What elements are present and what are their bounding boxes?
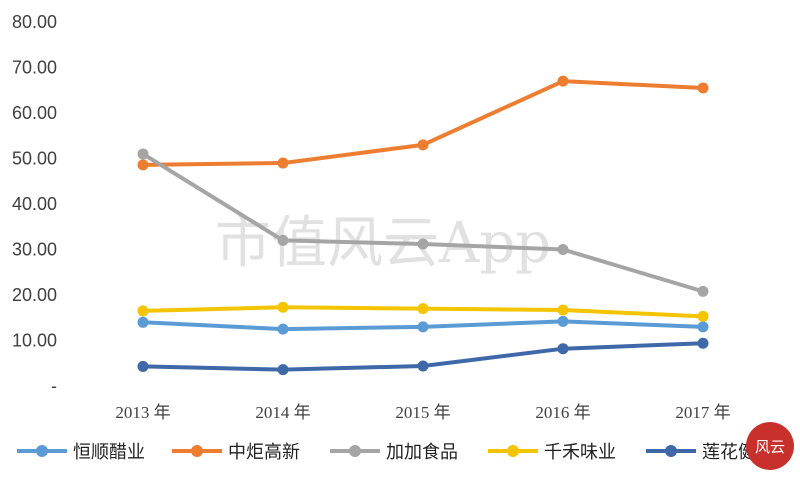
data-point bbox=[277, 323, 289, 335]
data-point bbox=[277, 364, 289, 376]
series-group bbox=[137, 148, 709, 297]
y-tick-label: 20.00 bbox=[12, 285, 57, 305]
data-point bbox=[557, 315, 569, 327]
series-line bbox=[141, 79, 705, 167]
legend-item: 加加食品 bbox=[330, 442, 458, 463]
x-tick-label: 2016 年 bbox=[535, 403, 590, 422]
series-group bbox=[137, 301, 709, 322]
legend-item: 中炬高新 bbox=[172, 442, 300, 463]
legend-item: 千禾味业 bbox=[488, 442, 616, 463]
legend-marker bbox=[665, 445, 677, 457]
x-axis: 2013 年 2014 年 2015 年 2016 年 2017 年 bbox=[115, 403, 730, 422]
y-tick-label: 50.00 bbox=[12, 149, 57, 169]
data-point bbox=[137, 148, 149, 160]
legend-label: 中炬高新 bbox=[228, 442, 300, 463]
y-tick-label: 70.00 bbox=[12, 58, 57, 78]
data-point bbox=[417, 238, 429, 250]
logo-badge bbox=[746, 422, 794, 470]
brand-logo: 风云 bbox=[746, 422, 794, 470]
legend-marker bbox=[36, 445, 48, 457]
data-point bbox=[277, 157, 289, 169]
y-tick-label: 80.00 bbox=[12, 12, 57, 32]
legend-label: 恒顺醋业 bbox=[73, 442, 145, 463]
series-group bbox=[137, 315, 709, 335]
data-point bbox=[417, 139, 429, 151]
data-point bbox=[417, 321, 429, 333]
data-point bbox=[137, 305, 149, 317]
legend-label: 千禾味业 bbox=[544, 442, 616, 463]
data-point bbox=[137, 159, 149, 171]
series-group bbox=[137, 75, 709, 171]
legend-item: 恒顺醋业 bbox=[17, 442, 145, 463]
legend-marker bbox=[507, 445, 519, 457]
x-tick-label: 2013 年 bbox=[115, 403, 170, 422]
data-point bbox=[697, 285, 709, 297]
data-point bbox=[137, 360, 149, 372]
data-point bbox=[417, 303, 429, 315]
data-point bbox=[417, 360, 429, 372]
data-point bbox=[557, 75, 569, 87]
y-tick-label: 10.00 bbox=[12, 331, 57, 351]
legend-label: 莲花健 bbox=[702, 442, 756, 463]
data-point bbox=[277, 234, 289, 246]
data-point bbox=[557, 343, 569, 355]
logo-text: 风云 bbox=[755, 438, 785, 456]
legend-label: 加加食品 bbox=[386, 442, 458, 463]
legend-marker bbox=[349, 445, 361, 457]
series-group bbox=[137, 337, 709, 376]
legend-marker bbox=[191, 445, 203, 457]
data-point bbox=[697, 82, 709, 94]
data-point bbox=[137, 316, 149, 328]
y-axis: - 10.00 20.00 30.00 40.00 50.00 60.00 70.00 80.0… bbox=[12, 12, 57, 396]
series-lines bbox=[137, 75, 709, 376]
legend: 恒顺醋业 中炬高新 加加食品 千禾味业 莲花健 bbox=[17, 442, 756, 463]
legend-item: 莲花健 bbox=[646, 442, 756, 463]
data-point bbox=[277, 301, 289, 313]
y-tick-label: - bbox=[51, 376, 57, 396]
data-point bbox=[557, 304, 569, 316]
x-tick-label: 2015 年 bbox=[395, 403, 450, 422]
data-point bbox=[697, 337, 709, 349]
y-tick-label: 40.00 bbox=[12, 194, 57, 214]
data-point bbox=[697, 321, 709, 333]
y-tick-label: 60.00 bbox=[12, 103, 57, 123]
y-tick-label: 30.00 bbox=[12, 240, 57, 260]
x-tick-label: 2014 年 bbox=[255, 403, 310, 422]
data-point bbox=[557, 244, 569, 255]
x-tick-label: 2017 年 bbox=[675, 403, 730, 422]
data-point bbox=[697, 310, 709, 322]
